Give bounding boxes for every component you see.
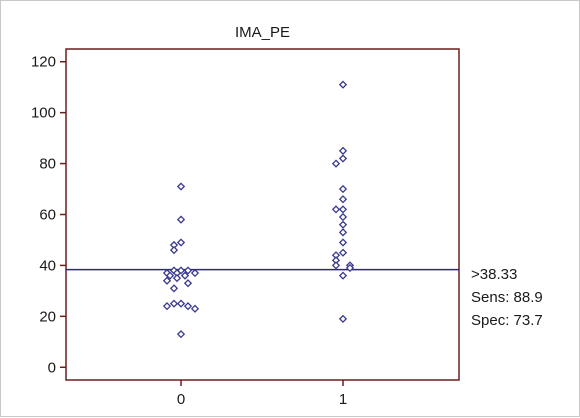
data-point-group-1	[331, 159, 341, 168]
data-point-group-1	[338, 205, 348, 214]
y-tick-label-60: 60	[39, 207, 56, 224]
y-tick-label-40: 40	[39, 257, 56, 274]
y-tick-label-120: 120	[31, 54, 56, 71]
data-point-group-1	[338, 154, 348, 163]
data-point-group-0	[176, 299, 186, 308]
specificity-label: Spec: 73.7	[471, 312, 543, 329]
data-point-group-1	[345, 263, 355, 273]
chart-title: IMA_PE	[235, 24, 290, 41]
data-point-group-1	[338, 212, 348, 222]
data-point-group-1	[338, 184, 348, 194]
y-tick-label-100: 100	[31, 105, 56, 122]
data-point-group-1	[338, 228, 348, 237]
data-point-group-0	[183, 279, 193, 288]
data-point-group-0	[190, 268, 200, 278]
data-point-group-1	[338, 238, 348, 247]
y-tick-label-20: 20	[39, 308, 56, 325]
data-point-group-1	[338, 248, 348, 257]
data-point-group-1	[331, 205, 341, 214]
x-tick-label-1: 1	[339, 391, 347, 408]
data-point-group-0	[169, 284, 179, 293]
data-point-group-0	[169, 299, 179, 308]
data-point-group-1	[338, 80, 348, 89]
data-point-group-0	[176, 238, 186, 247]
data-points	[162, 80, 355, 339]
data-point-group-1	[338, 314, 348, 324]
data-point-group-0	[165, 271, 175, 280]
data-point-group-1	[338, 146, 348, 155]
data-point-group-0	[176, 182, 186, 191]
data-point-group-0	[172, 274, 182, 283]
plot-area-border	[65, 48, 460, 381]
data-point-group-1	[338, 220, 348, 229]
data-point-group-0	[162, 276, 172, 285]
data-point-group-1	[338, 195, 348, 204]
data-point-group-0	[180, 271, 190, 280]
axis-ticks	[60, 60, 344, 386]
data-point-group-0	[176, 215, 186, 224]
cutoff-label: >38.33	[471, 266, 517, 283]
data-point-group-0	[169, 246, 179, 255]
y-tick-label-0: 0	[48, 359, 56, 376]
y-tick-label-80: 80	[39, 156, 56, 173]
sensitivity-label: Sens: 88.9	[471, 289, 543, 306]
data-point-group-1	[331, 261, 341, 270]
x-tick-label-0: 0	[177, 391, 185, 408]
data-point-group-0	[190, 304, 200, 313]
data-point-group-0	[183, 302, 193, 311]
data-point-group-0	[176, 330, 186, 339]
data-point-group-0	[162, 302, 172, 311]
data-point-group-0	[183, 266, 193, 275]
data-point-group-1	[338, 271, 348, 280]
